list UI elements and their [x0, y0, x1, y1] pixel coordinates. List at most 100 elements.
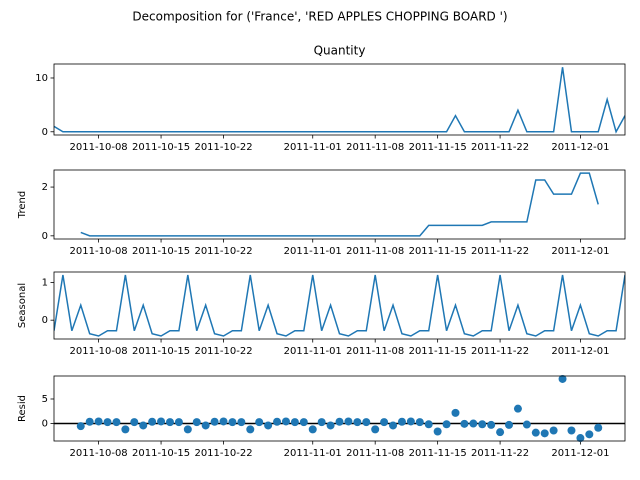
y-axis-label: Resid: [17, 395, 28, 422]
data-point: [157, 417, 166, 426]
data-point: [228, 418, 237, 427]
y-axis-label: Trend: [17, 191, 28, 219]
data-point: [103, 418, 112, 427]
x-tick-label: 2011-11-08: [346, 246, 404, 257]
x-tick-label: 2011-10-15: [132, 142, 190, 153]
data-point: [469, 419, 478, 428]
x-tick-label: 2011-10-22: [194, 246, 252, 257]
y-tick-label: 10: [35, 73, 48, 84]
data-point: [317, 418, 326, 427]
x-tick-label: 2011-11-01: [284, 142, 342, 153]
data-point: [389, 421, 398, 430]
data-point: [549, 426, 558, 435]
data-point: [130, 418, 139, 427]
subplot: Seasonal 0 1 2011-10-08 2011-10-15 2011-10-22…: [17, 271, 626, 357]
data-point: [85, 417, 94, 426]
axes-frame: [53, 169, 626, 240]
x-tick-label: 2011-12-01: [551, 142, 609, 153]
x-tick-label: 2011-10-08: [70, 246, 128, 257]
data-point: [496, 428, 505, 437]
x-tick-label: 2011-11-08: [346, 448, 404, 459]
y-tick-label: 0: [42, 127, 48, 138]
y-tick-label: 5: [42, 394, 48, 405]
data-point: [353, 418, 362, 427]
y-tick-label: 0: [42, 419, 48, 430]
data-point: [121, 425, 130, 434]
y-tick-label: 1: [42, 278, 48, 289]
data-point: [540, 429, 549, 438]
data-point: [192, 418, 201, 427]
data-line: [54, 274, 625, 337]
x-tick-label: 2011-11-15: [409, 246, 467, 257]
data-line: [80, 172, 599, 237]
data-point: [397, 417, 406, 426]
x-tick-label: 2011-11-08: [346, 346, 404, 357]
data-point: [308, 425, 317, 434]
data-point: [112, 418, 121, 427]
data-point: [201, 421, 210, 430]
data-point: [567, 426, 576, 435]
data-point: [433, 427, 442, 436]
axes-frame: [53, 271, 626, 340]
data-point: [273, 417, 282, 426]
x-tick-label: 2011-10-22: [194, 142, 252, 153]
y-axis-label: Seasonal: [17, 283, 28, 328]
x-tick-label: 2011-11-01: [284, 246, 342, 257]
axes-frame: [53, 375, 626, 442]
data-point: [451, 408, 460, 417]
data-point: [183, 425, 192, 434]
data-point: [281, 417, 290, 426]
figure-title: Decomposition for ('France', 'RED APPLES…: [132, 10, 507, 24]
y-tick-label: 0: [42, 231, 48, 242]
data-point: [380, 418, 389, 427]
x-tick-label: 2011-10-22: [194, 448, 252, 459]
data-line: [54, 67, 625, 134]
x-tick-label: 2011-10-15: [132, 448, 190, 459]
data-point: [174, 418, 183, 427]
subplot: Trend 0 2 2011-10-08 2011-10-15 2011-10-22 201…: [17, 169, 626, 257]
data-point: [264, 421, 273, 430]
x-tick-label: 2011-10-15: [132, 246, 190, 257]
data-point: [246, 425, 255, 434]
x-tick-label: 2011-11-15: [409, 448, 467, 459]
data-point: [505, 420, 514, 429]
data-point: [94, 417, 103, 426]
data-point: [362, 418, 371, 427]
data-point: [522, 420, 531, 429]
x-tick-label: 2011-12-01: [551, 448, 609, 459]
data-point: [558, 374, 567, 383]
data-point: [344, 417, 353, 426]
x-tick-label: 2011-10-08: [70, 346, 128, 357]
x-tick-label: 2011-11-22: [471, 346, 529, 357]
data-point: [406, 417, 415, 426]
data-point: [371, 425, 380, 434]
x-tick-label: 2011-12-01: [551, 246, 609, 257]
x-tick-label: 2011-10-08: [70, 142, 128, 153]
subplot: Resid 0 5 2011-10-08 2011-10-15 2011-10-22 201…: [17, 374, 626, 459]
x-tick-label: 2011-10-22: [194, 346, 252, 357]
x-tick-label: 2011-10-08: [70, 448, 128, 459]
data-point: [237, 418, 246, 427]
data-point: [594, 423, 603, 432]
data-point: [219, 417, 228, 426]
data-point: [576, 434, 585, 443]
subplot-title: Quantity: [314, 44, 366, 58]
x-tick-label: 2011-11-22: [471, 246, 529, 257]
data-point: [585, 430, 594, 439]
x-tick-label: 2011-11-15: [409, 346, 467, 357]
data-point: [513, 404, 522, 413]
data-point: [210, 417, 219, 426]
data-point: [299, 418, 308, 427]
data-point: [335, 417, 344, 426]
data-point: [290, 418, 299, 427]
data-point: [531, 428, 540, 437]
data-point: [326, 421, 335, 430]
x-tick-label: 2011-12-01: [551, 346, 609, 357]
data-point: [487, 420, 496, 429]
x-tick-label: 2011-11-01: [284, 346, 342, 357]
data-point: [460, 419, 469, 428]
data-point: [442, 420, 451, 429]
x-tick-label: 2011-10-15: [132, 346, 190, 357]
data-point: [139, 421, 148, 430]
